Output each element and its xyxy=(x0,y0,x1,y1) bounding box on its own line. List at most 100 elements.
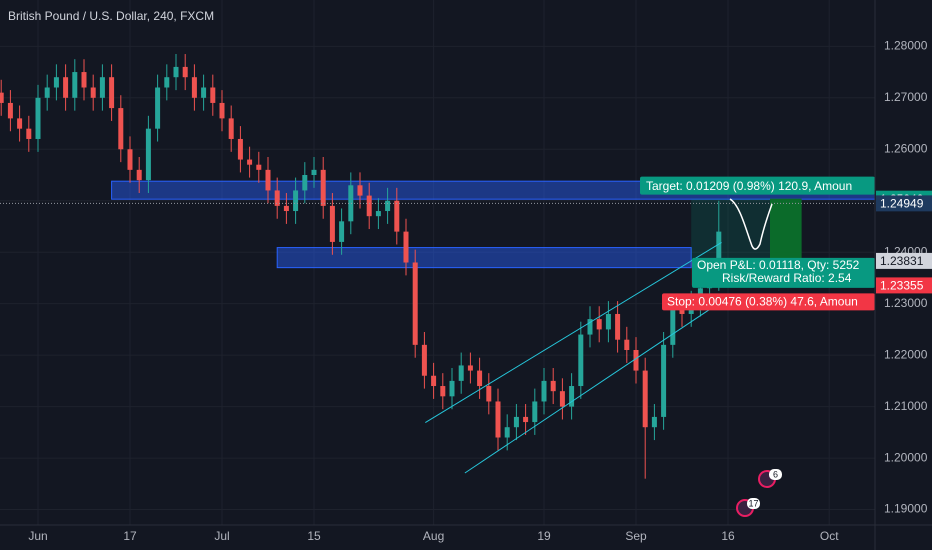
candle-body xyxy=(523,416,529,423)
event-badge xyxy=(769,469,782,480)
y-tick-label: 1.28000 xyxy=(884,38,928,52)
event-count: 6 xyxy=(773,469,778,479)
candle-body xyxy=(127,149,133,170)
ratio-label: Risk/Reward Ratio: 2.54 xyxy=(722,271,852,285)
candle-body xyxy=(0,92,4,103)
price-label: 1.23831 xyxy=(880,254,924,268)
candle-body xyxy=(624,339,630,350)
y-tick-label: 1.21000 xyxy=(884,399,928,413)
candle-body xyxy=(302,175,308,191)
candle-body xyxy=(283,205,289,212)
x-tick-label: 19 xyxy=(537,529,551,543)
candle-body xyxy=(550,380,556,392)
candle-body xyxy=(339,221,345,242)
candle-body xyxy=(394,200,400,232)
candle-body xyxy=(164,77,170,88)
candle-body xyxy=(559,391,565,407)
target-label: Target: 0.01209 (0.98%) 120.9, Amoun xyxy=(646,179,852,193)
candle-body xyxy=(348,185,354,222)
candle-body xyxy=(587,319,593,335)
candle-body xyxy=(605,313,611,330)
plot-area: Target: 0.01209 (0.98%) 120.9, Amoun Open… xyxy=(0,54,875,479)
event-badge xyxy=(747,498,760,509)
candle-body xyxy=(385,200,391,212)
candle-body xyxy=(44,87,50,98)
candle-body xyxy=(633,350,639,371)
price-label-box xyxy=(876,252,932,269)
candle-body xyxy=(375,211,381,217)
pnl-label-box xyxy=(692,257,875,288)
candle-body xyxy=(182,66,188,78)
candle-body xyxy=(421,344,427,376)
candle-body xyxy=(440,386,446,397)
x-tick-label: Jun xyxy=(28,529,47,543)
event-count: 17 xyxy=(748,498,758,508)
candle-body xyxy=(63,77,69,98)
candle-body xyxy=(145,128,151,181)
candle-body xyxy=(265,169,271,191)
candle-body xyxy=(495,401,501,438)
candle-body xyxy=(210,87,216,103)
x-tick-label: Jul xyxy=(214,529,229,543)
x-tick-label: Oct xyxy=(820,529,839,543)
x-tick-label: 15 xyxy=(307,529,321,543)
candle-body xyxy=(237,138,243,160)
candle-body xyxy=(191,77,197,98)
stop-label-box xyxy=(662,293,875,311)
candle-body xyxy=(53,77,59,88)
candle-body xyxy=(72,72,78,98)
y-tick-label: 1.27000 xyxy=(884,90,928,104)
projection-sketch xyxy=(729,198,773,250)
price-label: 1.24949 xyxy=(880,197,924,211)
candle-body xyxy=(541,380,547,402)
candle-body xyxy=(532,401,538,423)
candle-body xyxy=(431,375,437,387)
candle-body xyxy=(477,370,483,387)
candle-body xyxy=(661,344,667,417)
candle-body xyxy=(109,77,115,109)
candle-body xyxy=(366,195,372,217)
candle-body xyxy=(357,185,363,196)
y-tick-label: 1.23000 xyxy=(884,296,928,310)
pnl-label: Open P&L: 0.01118, Qty: 5252 xyxy=(697,258,860,272)
channel-line xyxy=(425,241,722,424)
candle-body xyxy=(256,164,262,170)
x-tick-label: Aug xyxy=(423,529,444,543)
candle-body xyxy=(449,380,455,397)
candle-body xyxy=(35,97,41,139)
chart-title: British Pound / U.S. Dollar, 240, FXCM xyxy=(8,9,214,23)
candle-body xyxy=(320,169,326,206)
candle-body xyxy=(26,128,32,139)
price-label: 1.23355 xyxy=(880,279,924,293)
candle-body xyxy=(136,169,142,181)
candle-body xyxy=(467,365,473,371)
x-tick-label: 16 xyxy=(721,529,735,543)
candle-body xyxy=(403,231,409,263)
candle-body xyxy=(17,118,23,129)
candle-body xyxy=(486,386,492,402)
target-label-box xyxy=(640,176,875,195)
candle-body xyxy=(716,231,722,278)
candle-body xyxy=(118,108,124,150)
grid-layer xyxy=(0,0,875,525)
candle-body xyxy=(615,313,621,340)
candle-body xyxy=(329,205,335,242)
candle-body xyxy=(247,159,253,165)
x-tick-label: Sep xyxy=(625,529,647,543)
pnl-fill xyxy=(770,198,802,261)
y-tick-label: 1.19000 xyxy=(884,502,928,516)
y-tick-label: 1.20000 xyxy=(884,450,928,464)
candle-body xyxy=(173,66,179,78)
candle-body xyxy=(642,370,648,428)
candle-body xyxy=(458,365,464,381)
candle-body xyxy=(155,87,161,129)
candle-body xyxy=(219,102,225,119)
candle-body xyxy=(228,118,234,139)
candle-body xyxy=(274,190,280,206)
candle-body xyxy=(201,87,207,98)
candle-body xyxy=(578,334,584,387)
y-tick-label: 1.26000 xyxy=(884,141,928,155)
support-resistance-zone xyxy=(276,247,692,269)
candle-body xyxy=(596,319,602,330)
